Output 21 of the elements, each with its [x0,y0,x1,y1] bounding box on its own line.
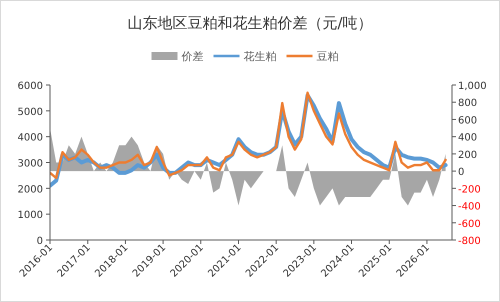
y2-tick-label: 0 [458,167,464,178]
y-tick-label: 5000 [18,106,43,118]
y2-tick-label: -400 [458,202,481,213]
legend-label: 花生粕 [244,50,276,63]
y2-tick-label: 800 [458,98,478,110]
y-tick-label: 3000 [18,158,43,170]
y2-tick-label: -200 [458,184,481,196]
y2-tick-label: 400 [458,132,478,144]
y2-tick-label: -800 [458,236,481,247]
y-tick-label: 2000 [18,184,43,196]
y2-tick-label: 1,000 [458,81,487,92]
y2-tick-label: 600 [458,115,478,126]
y2-tick-label: 200 [458,150,478,161]
legend-label: 价差 [180,50,204,63]
y-tick-label: 1000 [18,210,43,222]
legend-label: 豆粕 [316,50,338,63]
y-tick-label: 0 [36,236,43,247]
y-tick-label: 6000 [18,81,43,92]
y2-tick-label: -600 [458,218,481,230]
y-tick-label: 4000 [18,132,43,144]
chart-title: 山东地区豆粕和花生粕价差（元/吨） [127,14,373,32]
